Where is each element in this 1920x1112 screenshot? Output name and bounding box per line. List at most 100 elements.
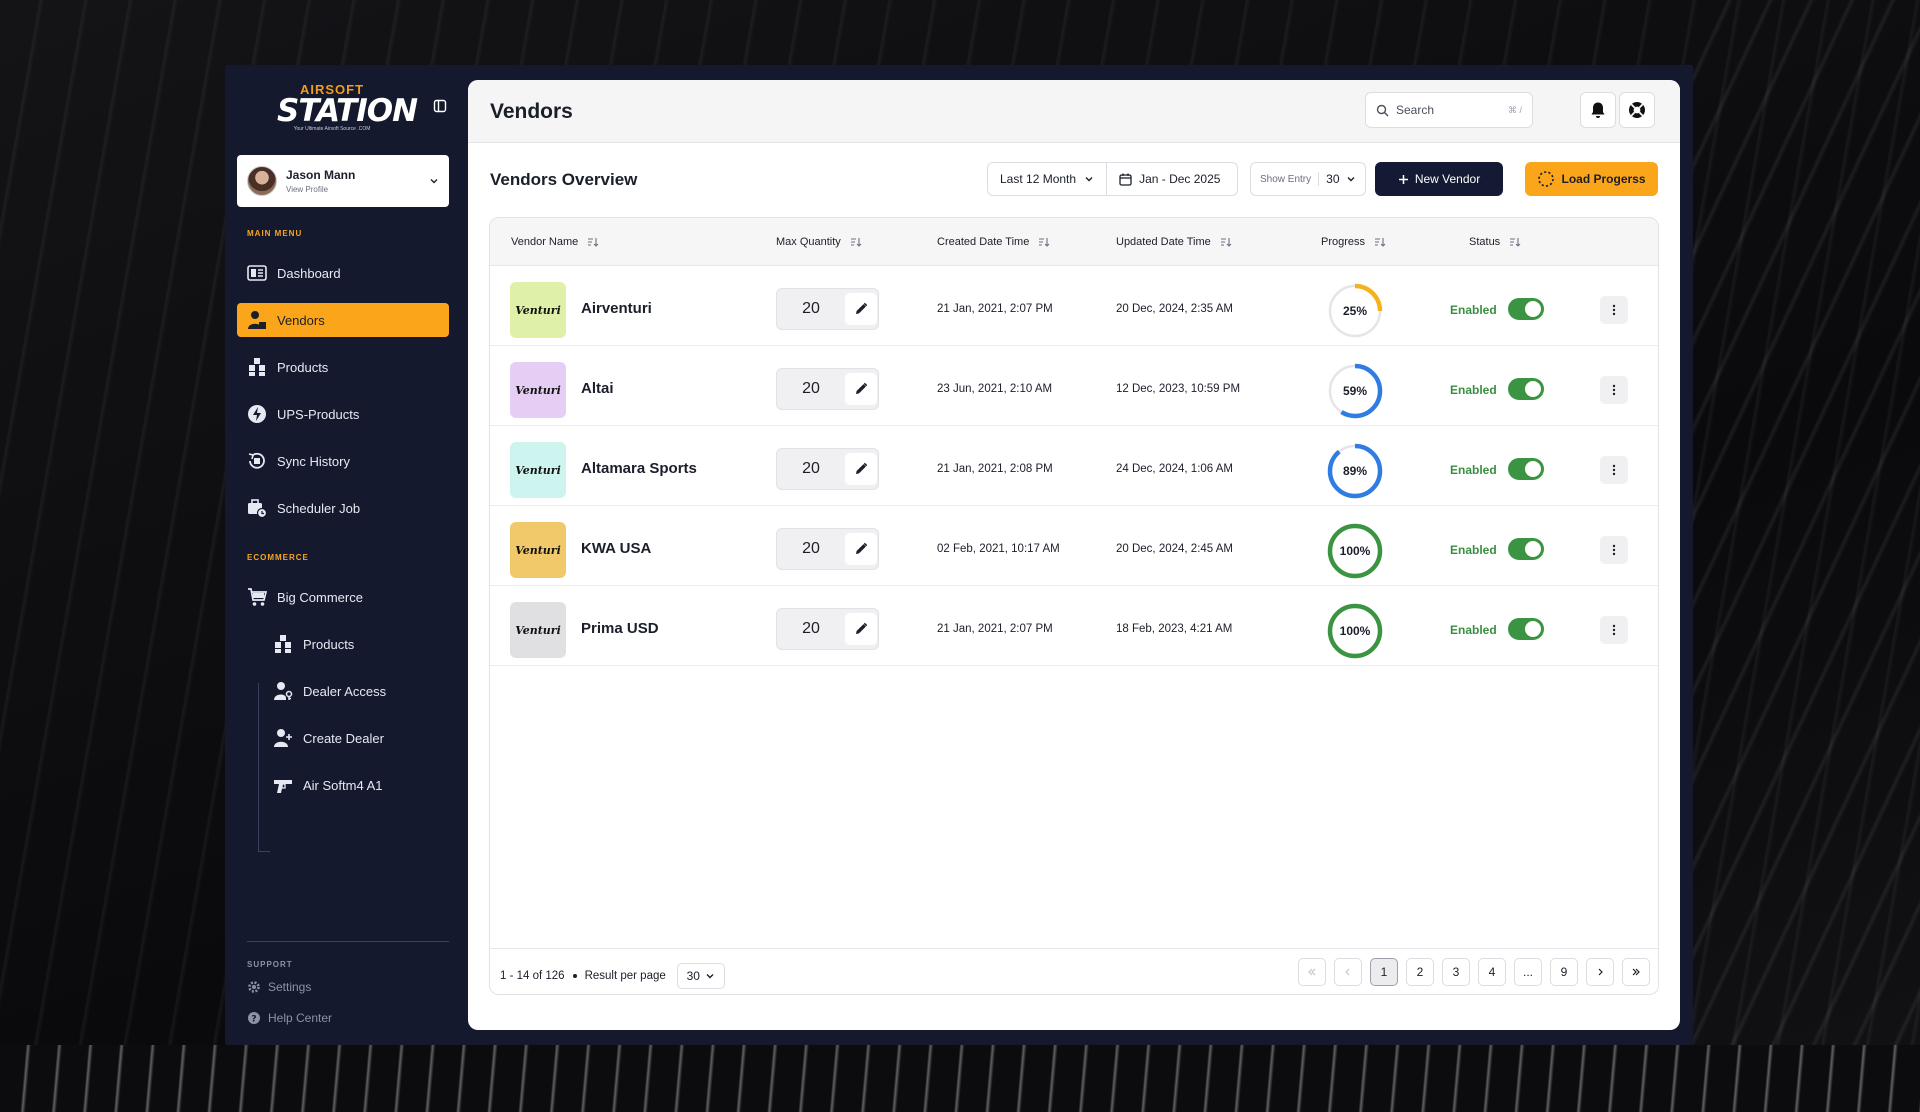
progress-value: 25% xyxy=(1342,304,1368,318)
background-streaks-bottom xyxy=(0,1045,1920,1112)
max-quantity-field[interactable]: 20 xyxy=(776,608,879,650)
sidebar-collapse-icon[interactable] xyxy=(433,99,447,113)
status-toggle[interactable] xyxy=(1508,538,1544,560)
sidebar-item-help-center[interactable]: ? Help Center xyxy=(247,1011,332,1025)
max-quantity-value: 20 xyxy=(802,380,820,397)
max-quantity-field[interactable]: 20 xyxy=(776,288,879,330)
page-ellipsis: ... xyxy=(1514,958,1542,986)
vendor-name[interactable]: Airventuri xyxy=(581,300,652,317)
profile-link[interactable]: View Profile xyxy=(286,185,329,194)
progress-ring-graphic xyxy=(1327,443,1383,499)
sidebar-item-ups-products[interactable]: UPS-Products xyxy=(237,397,449,431)
status-toggle[interactable] xyxy=(1508,378,1544,400)
show-entry-select[interactable]: Show Entry 30 xyxy=(1250,162,1366,196)
chevron-down-icon xyxy=(1347,177,1354,182)
max-quantity-field[interactable]: 20 xyxy=(776,368,879,410)
column-header-updated[interactable]: Updated Date Time xyxy=(1116,236,1232,248)
sort-icon xyxy=(588,238,599,247)
vendor-logo: Venturi xyxy=(510,522,566,578)
search-input[interactable] xyxy=(1396,103,1496,117)
row-actions-button[interactable] xyxy=(1600,296,1628,324)
edit-quantity-button[interactable] xyxy=(845,293,877,325)
row-actions-button[interactable] xyxy=(1600,536,1628,564)
date-range-picker[interactable]: Jan - Dec 2025 xyxy=(1106,163,1232,195)
user-key-icon xyxy=(273,681,293,701)
edit-quantity-button[interactable] xyxy=(845,533,877,565)
chevron-right-icon xyxy=(1598,968,1603,976)
profile-switcher[interactable]: Jason Mann View Profile xyxy=(237,155,449,207)
background-streaks-right xyxy=(1693,0,1920,1112)
sidebar-item-sync-history[interactable]: Sync History xyxy=(237,444,449,478)
status-toggle[interactable] xyxy=(1508,458,1544,480)
sidebar-item-label: Dashboard xyxy=(277,265,341,281)
pencil-icon xyxy=(856,382,868,394)
status-toggle[interactable] xyxy=(1508,298,1544,320)
vendor-name[interactable]: Altai xyxy=(581,380,614,397)
progress-ring: 59% xyxy=(1326,362,1384,420)
more-vertical-icon xyxy=(1612,544,1616,556)
edit-quantity-button[interactable] xyxy=(845,453,877,485)
date-filter-group: Last 12 Month Jan - Dec 2025 xyxy=(987,162,1238,196)
search-box[interactable]: ⌘ / xyxy=(1365,92,1533,128)
next-page-button[interactable] xyxy=(1586,958,1614,986)
column-header-created[interactable]: Created Date Time xyxy=(937,236,1050,248)
vendors-table: Vendor Name Max Quantity Created Date Ti… xyxy=(489,217,1659,995)
page-button-4[interactable]: 4 xyxy=(1478,958,1506,986)
max-quantity-field[interactable]: 20 xyxy=(776,448,879,490)
sidebar-subitem-dealer-access[interactable]: Dealer Access xyxy=(273,676,443,706)
help-icon: ? xyxy=(248,1012,260,1025)
row-actions-button[interactable] xyxy=(1600,376,1628,404)
double-chevron-right-icon xyxy=(1632,968,1640,976)
help-lifebuoy-button[interactable] xyxy=(1619,92,1655,128)
created-date: 02 Feb, 2021, 10:17 AM xyxy=(937,543,1060,555)
main-panel: Vendors ⌘ / Vendors Overview Last 12 Mon… xyxy=(468,80,1680,1030)
status-toggle[interactable] xyxy=(1508,618,1544,640)
vendor-name[interactable]: Prima USD xyxy=(581,620,659,637)
column-label: Progress xyxy=(1321,236,1366,248)
range-text: 1 - 14 of 126 xyxy=(500,970,565,982)
period-select[interactable]: Last 12 Month xyxy=(988,163,1106,195)
updated-date: 20 Dec, 2024, 2:45 AM xyxy=(1116,543,1233,555)
brand-logo[interactable]: AIRSOFT STATION Your Ultimate Airsoft So… xyxy=(277,83,418,133)
edit-quantity-button[interactable] xyxy=(845,613,877,645)
avatar xyxy=(247,166,277,196)
row-actions-button[interactable] xyxy=(1600,616,1628,644)
new-vendor-button[interactable]: New Vendor xyxy=(1375,162,1503,196)
per-page-label: Result per page xyxy=(584,970,666,982)
sidebar-subitem-create-dealer[interactable]: Create Dealer xyxy=(273,723,443,753)
column-header-max-quantity[interactable]: Max Quantity xyxy=(776,236,862,248)
page-button-3[interactable]: 3 xyxy=(1442,958,1470,986)
updated-date: 18 Feb, 2023, 4:21 AM xyxy=(1116,623,1233,635)
last-page-button[interactable] xyxy=(1622,958,1650,986)
page-button-2[interactable]: 2 xyxy=(1406,958,1434,986)
edit-quantity-button[interactable] xyxy=(845,373,877,405)
sidebar-item-vendors[interactable]: Vendors xyxy=(237,303,449,337)
column-header-status[interactable]: Status xyxy=(1469,236,1521,248)
sidebar-item-scheduler-job[interactable]: Scheduler Job xyxy=(237,491,449,525)
sidebar-item-products[interactable]: Products xyxy=(237,350,449,384)
notifications-button[interactable] xyxy=(1580,92,1616,128)
vendor-name[interactable]: KWA USA xyxy=(581,540,652,557)
sidebar-subitem-products[interactable]: Products xyxy=(273,629,443,659)
per-page-select[interactable]: 30 xyxy=(676,963,725,989)
search-shortcut: ⌘ / xyxy=(1507,104,1522,115)
first-page-button[interactable] xyxy=(1298,958,1326,986)
sidebar-item-big-commerce[interactable]: Big Commerce xyxy=(237,580,449,614)
max-quantity-field[interactable]: 20 xyxy=(776,528,879,570)
page-button-1[interactable]: 1 xyxy=(1370,958,1398,986)
column-header-progress[interactable]: Progress xyxy=(1321,236,1386,248)
prev-page-button[interactable] xyxy=(1334,958,1362,986)
search-icon xyxy=(1376,104,1389,116)
page-button-9[interactable]: 9 xyxy=(1550,958,1578,986)
sidebar-item-dashboard[interactable]: Dashboard xyxy=(237,256,449,290)
vendor-name[interactable]: Altamara Sports xyxy=(581,460,697,477)
sidebar-subitem-air-softm4[interactable]: Air Softm4 A1 xyxy=(273,770,443,800)
sidebar-item-settings[interactable]: Settings xyxy=(247,980,311,994)
row-actions-button[interactable] xyxy=(1600,456,1628,484)
column-header-vendor-name[interactable]: Vendor Name xyxy=(511,236,599,248)
progress-ring-graphic xyxy=(1327,283,1383,339)
sort-icon xyxy=(1220,238,1232,247)
load-progress-button[interactable]: Load Progerss xyxy=(1525,162,1658,196)
column-label: Created Date Time xyxy=(937,236,1030,248)
show-entry-value: 30 xyxy=(1326,172,1340,186)
